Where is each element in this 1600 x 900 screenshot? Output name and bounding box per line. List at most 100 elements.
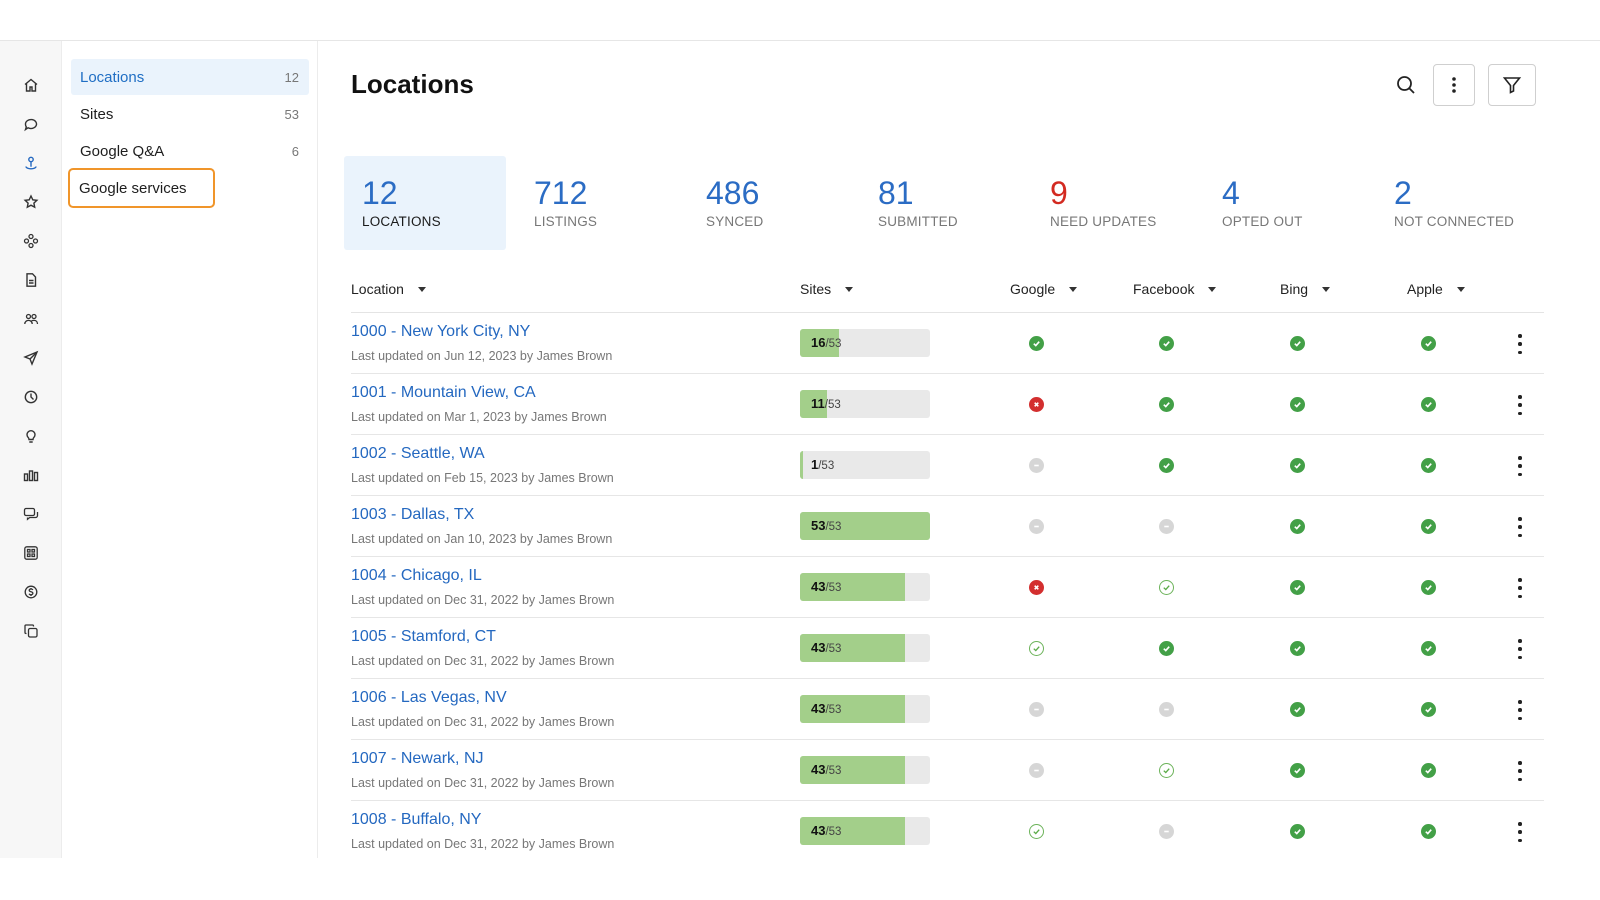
column-header-bing[interactable]: Bing [1280,281,1331,297]
google-check-outline-icon[interactable] [1029,824,1044,839]
row-actions-button[interactable] [1512,700,1528,720]
subnav-item-google-qa[interactable]: Google Q&A 6 [71,133,309,169]
filter-button[interactable] [1488,64,1536,106]
row-actions-button[interactable] [1512,456,1528,476]
more-options-button[interactable] [1433,64,1475,106]
row-actions-button[interactable] [1512,761,1528,781]
row-actions-button[interactable] [1512,334,1528,354]
facebook-check-outline-icon[interactable] [1159,763,1174,778]
apple-check-circle-icon[interactable] [1421,702,1436,717]
kebab-dot [1518,411,1522,415]
people-icon[interactable] [21,309,41,329]
google-not-applicable-icon[interactable] [1029,702,1044,717]
locations-table: Location Sites Google Facebook Bing Appl… [351,271,1544,862]
facebook-not-applicable-icon[interactable] [1159,702,1174,717]
location-link[interactable]: 1002 - Seattle, WA [351,445,485,462]
column-header-sites[interactable]: Sites [800,281,854,297]
row-actions-button[interactable] [1512,822,1528,842]
apple-check-circle-icon[interactable] [1421,580,1436,595]
facebook-not-applicable-icon[interactable] [1159,519,1174,534]
facebook-check-circle-icon[interactable] [1159,641,1174,656]
caret-down-icon [1322,286,1331,292]
column-header-google[interactable]: Google [1010,281,1078,297]
google-check-outline-icon[interactable] [1029,641,1044,656]
column-header-apple[interactable]: Apple [1407,281,1465,297]
kebab-dot [1518,533,1522,537]
star-icon[interactable] [21,192,41,212]
facebook-check-circle-icon[interactable] [1159,458,1174,473]
bing-check-circle-icon[interactable] [1290,458,1305,473]
apple-check-circle-icon[interactable] [1421,824,1436,839]
facebook-not-applicable-icon[interactable] [1159,824,1174,839]
apple-check-circle-icon[interactable] [1421,336,1436,351]
row-actions-button[interactable] [1512,517,1528,537]
apple-check-circle-icon[interactable] [1421,641,1436,656]
location-link[interactable]: 1004 - Chicago, IL [351,567,482,584]
apple-check-circle-icon[interactable] [1421,458,1436,473]
lightbulb-icon[interactable] [21,426,41,446]
location-link[interactable]: 1007 - Newark, NJ [351,750,484,767]
facebook-check-circle-icon[interactable] [1159,336,1174,351]
stat-opted-out[interactable]: 4 OPTED OUT [1204,156,1366,250]
stat-not-connected[interactable]: 2 NOT CONNECTED [1376,156,1544,250]
subnav-item-google-services[interactable]: Google services [68,168,215,208]
google-not-applicable-icon[interactable] [1029,519,1044,534]
location-link[interactable]: 1005 - Stamford, CT [351,628,496,645]
apps-icon[interactable] [21,543,41,563]
facebook-check-circle-icon[interactable] [1159,397,1174,412]
sites-progress-fill [800,695,906,723]
messages-icon[interactable] [21,504,41,524]
google-error-circle-icon[interactable] [1029,397,1044,412]
subnav-item-locations[interactable]: Locations 12 [71,59,309,95]
stat-need-updates[interactable]: 9 NEED UPDATES [1032,156,1194,250]
subnav-item-sites[interactable]: Sites 53 [71,96,309,132]
home-icon[interactable] [21,75,41,95]
bing-check-circle-icon[interactable] [1290,763,1305,778]
apple-check-circle-icon[interactable] [1421,519,1436,534]
google-not-applicable-icon[interactable] [1029,763,1044,778]
bing-check-circle-icon[interactable] [1290,519,1305,534]
google-check-circle-icon[interactable] [1029,336,1044,351]
row-actions-button[interactable] [1512,578,1528,598]
location-link[interactable]: 1003 - Dallas, TX [351,506,475,523]
table-row: 1002 - Seattle, WA Last updated on Feb 15… [351,435,1544,496]
column-header-location[interactable]: Location [351,281,426,297]
map-pin-icon[interactable] [21,153,41,173]
bing-check-circle-icon[interactable] [1290,397,1305,412]
copy-icon[interactable] [21,621,41,641]
kebab-dot [1518,334,1522,338]
stat-listings[interactable]: 712 LISTINGS [516,156,678,250]
facebook-check-outline-icon[interactable] [1159,580,1174,595]
row-actions-button[interactable] [1512,395,1528,415]
bing-check-circle-icon[interactable] [1290,824,1305,839]
bing-check-circle-icon[interactable] [1290,336,1305,351]
integrations-icon[interactable] [21,231,41,251]
google-error-circle-icon[interactable] [1029,580,1044,595]
stat-synced[interactable]: 486 SYNCED [688,156,850,250]
location-link[interactable]: 1008 - Buffalo, NY [351,811,482,828]
dollar-icon[interactable] [21,582,41,602]
bing-check-circle-icon[interactable] [1290,641,1305,656]
stat-locations[interactable]: 12 LOCATIONS [344,156,506,250]
location-link[interactable]: 1006 - Las Vegas, NV [351,689,507,706]
search-button[interactable] [1385,64,1427,106]
kebab-dot [1518,472,1522,476]
column-header-facebook[interactable]: Facebook [1133,281,1217,297]
stat-submitted[interactable]: 81 SUBMITTED [860,156,1022,250]
sites-count: 16 [811,335,826,350]
document-icon[interactable] [21,270,41,290]
location-link[interactable]: 1001 - Mountain View, CA [351,384,536,401]
row-actions-button[interactable] [1512,639,1528,659]
apple-check-circle-icon[interactable] [1421,397,1436,412]
send-icon[interactable] [21,348,41,368]
sites-progress-bar: 43/53 [800,573,930,601]
bar-chart-icon[interactable] [21,465,41,485]
google-not-applicable-icon[interactable] [1029,458,1044,473]
main-content: Locations 12 LOCATIONS 712 LISTINGS 486 … [318,41,1600,862]
chat-bubble-icon[interactable] [21,114,41,134]
location-link[interactable]: 1000 - New York City, NY [351,323,531,340]
clock-chart-icon[interactable] [21,387,41,407]
bing-check-circle-icon[interactable] [1290,580,1305,595]
bing-check-circle-icon[interactable] [1290,702,1305,717]
apple-check-circle-icon[interactable] [1421,763,1436,778]
